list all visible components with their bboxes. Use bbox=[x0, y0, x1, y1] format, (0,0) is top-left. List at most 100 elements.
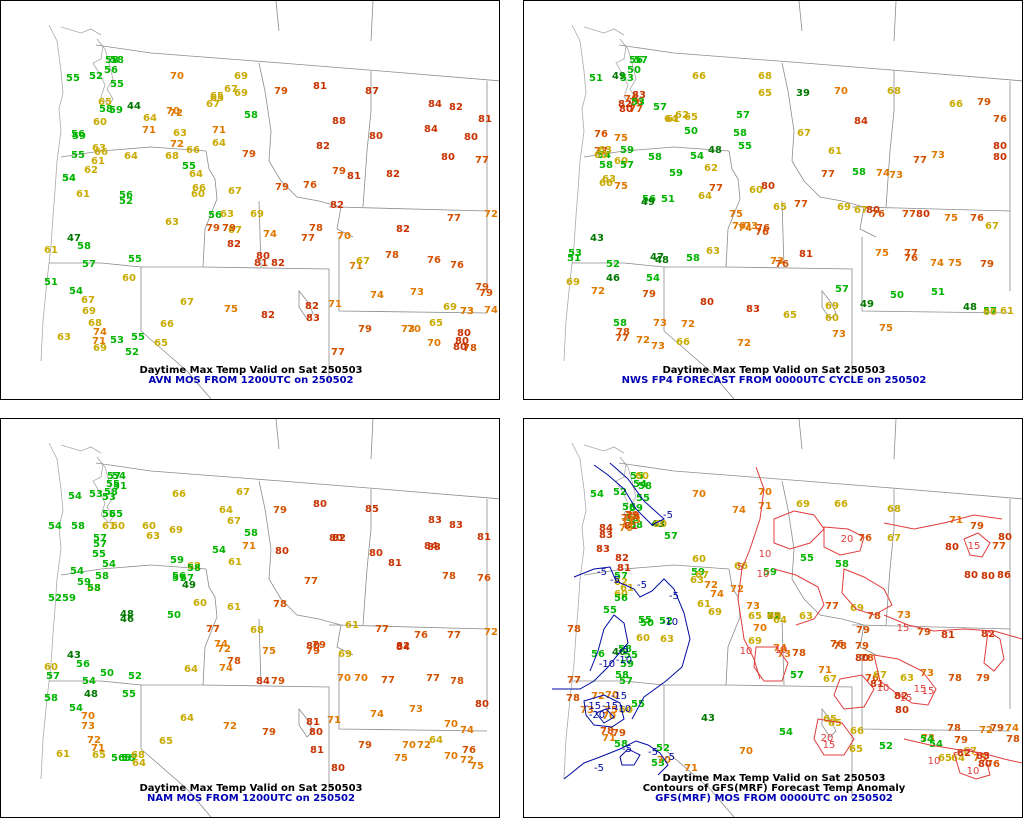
great-salt-lake bbox=[298, 707, 314, 738]
station-temp: 76 bbox=[858, 533, 872, 544]
panel-title: Daytime Max Temp Valid on Sat 250503 bbox=[139, 365, 363, 376]
station-temp: 61 bbox=[102, 521, 116, 532]
station-temp: 64 bbox=[664, 114, 678, 125]
station-temp: 64 bbox=[184, 664, 198, 675]
station-temp: 56 bbox=[642, 194, 656, 205]
station-temp: 83 bbox=[746, 304, 760, 315]
station-temp: 67 bbox=[227, 516, 241, 527]
station-temp: 58 bbox=[599, 160, 613, 171]
station-temp: 72 bbox=[730, 584, 744, 595]
station-temp: 82 bbox=[271, 258, 285, 269]
station-temp: 77 bbox=[902, 209, 916, 220]
panel-title: Daytime Max Temp Valid on Sat 250503 bbox=[662, 365, 886, 376]
station-temp: 70 bbox=[166, 106, 180, 117]
cold-contour bbox=[593, 462, 665, 526]
station-temp: 58 bbox=[648, 152, 662, 163]
station-temp: 79 bbox=[358, 740, 372, 751]
station-temp: 74 bbox=[93, 327, 107, 338]
station-temp: 80 bbox=[464, 132, 478, 143]
station-temp: 72 bbox=[87, 735, 101, 746]
station-temp: 72 bbox=[217, 644, 231, 655]
station-temp: 63 bbox=[87, 583, 101, 594]
station-temp: 80 bbox=[331, 763, 345, 774]
panel-subtitle: GFS(MRF) MOS FROM 0000UTC on 250502 bbox=[655, 793, 893, 804]
station-temp: 64 bbox=[429, 735, 443, 746]
station-temp: 61 bbox=[76, 189, 90, 200]
station-temp: 70 bbox=[758, 487, 772, 498]
station-temp: 73 bbox=[580, 705, 594, 716]
station-temp: 56 bbox=[102, 509, 116, 520]
anomaly-label: -5 bbox=[663, 510, 673, 521]
station-temp: 74 bbox=[263, 229, 277, 240]
wa-or-border bbox=[583, 146, 730, 158]
station-temp: 81 bbox=[310, 745, 324, 756]
station-temp: 77 bbox=[381, 675, 395, 686]
station-temp: 72 bbox=[591, 286, 605, 297]
station-temp: 79 bbox=[274, 86, 288, 97]
station-temp: 56 bbox=[614, 593, 628, 604]
station-temp: 60 bbox=[122, 273, 136, 284]
anomaly-label: -5 bbox=[594, 763, 604, 774]
station-temp: 80 bbox=[475, 699, 489, 710]
station-temp: 76 bbox=[986, 759, 1000, 770]
station-temp: 70 bbox=[427, 338, 441, 349]
station-temp: 81 bbox=[941, 630, 955, 641]
station-temp: 80 bbox=[369, 131, 383, 142]
station-temp: 70 bbox=[444, 751, 458, 762]
station-temp: 79 bbox=[856, 625, 870, 636]
station-temp: 80 bbox=[441, 152, 455, 163]
station-temp: 77 bbox=[447, 213, 461, 224]
station-temp: 51 bbox=[661, 194, 675, 205]
id-wy-border bbox=[781, 200, 785, 268]
station-temp: 55 bbox=[624, 650, 638, 661]
station-temp: 63 bbox=[900, 673, 914, 684]
station-temp: 52 bbox=[656, 743, 670, 754]
station-temp: 59 bbox=[669, 168, 683, 179]
station-temp: 70 bbox=[767, 611, 781, 622]
station-temp: 57 bbox=[46, 671, 60, 682]
or-id-border bbox=[202, 568, 218, 686]
station-temp: 80 bbox=[767, 611, 781, 622]
us-canada-border bbox=[618, 44, 1022, 82]
station-temp: 71 bbox=[91, 743, 105, 754]
station-temp: 53 bbox=[568, 248, 582, 259]
station-temp: 73 bbox=[651, 341, 665, 352]
nv-ut-border bbox=[725, 684, 853, 799]
station-temp: 78 bbox=[600, 726, 614, 737]
station-temp: 65 bbox=[159, 736, 173, 747]
station-temp: 60 bbox=[44, 662, 58, 673]
station-temp: 54 bbox=[920, 734, 934, 745]
station-temp: 60 bbox=[614, 156, 628, 167]
station-temp: 58 bbox=[615, 670, 629, 681]
mt-internal-line bbox=[362, 71, 372, 208]
station-temp: 63 bbox=[602, 174, 616, 185]
station-temp: 67 bbox=[228, 225, 242, 236]
station-temp: 57 bbox=[790, 670, 804, 681]
station-temp: 64 bbox=[219, 505, 233, 516]
station-temp: 68 bbox=[165, 151, 179, 162]
station-temp: 57 bbox=[180, 573, 194, 584]
station-temp: 65 bbox=[98, 97, 112, 108]
station-temp: 74 bbox=[219, 663, 233, 674]
station-temp: 63 bbox=[660, 634, 674, 645]
station-temp: 58 bbox=[629, 520, 643, 531]
station-temp: 71 bbox=[142, 125, 156, 136]
station-temp: 53 bbox=[631, 97, 645, 108]
station-temp: 79 bbox=[855, 641, 869, 652]
station-temp: 84 bbox=[256, 676, 270, 687]
anomaly-label: 10 bbox=[759, 549, 772, 560]
station-temp: 74 bbox=[460, 725, 474, 736]
or-id-border bbox=[202, 150, 218, 268]
great-salt-lake bbox=[821, 289, 837, 320]
station-temp: 80 bbox=[309, 727, 323, 738]
station-temp: 44 bbox=[127, 101, 141, 112]
station-temp: 54 bbox=[69, 703, 83, 714]
station-temp: 82 bbox=[386, 169, 400, 180]
warm-contour bbox=[841, 568, 893, 616]
station-temp: 67 bbox=[823, 674, 837, 685]
station-temp: 56 bbox=[76, 659, 90, 670]
anomaly-label: -5 bbox=[669, 591, 679, 602]
